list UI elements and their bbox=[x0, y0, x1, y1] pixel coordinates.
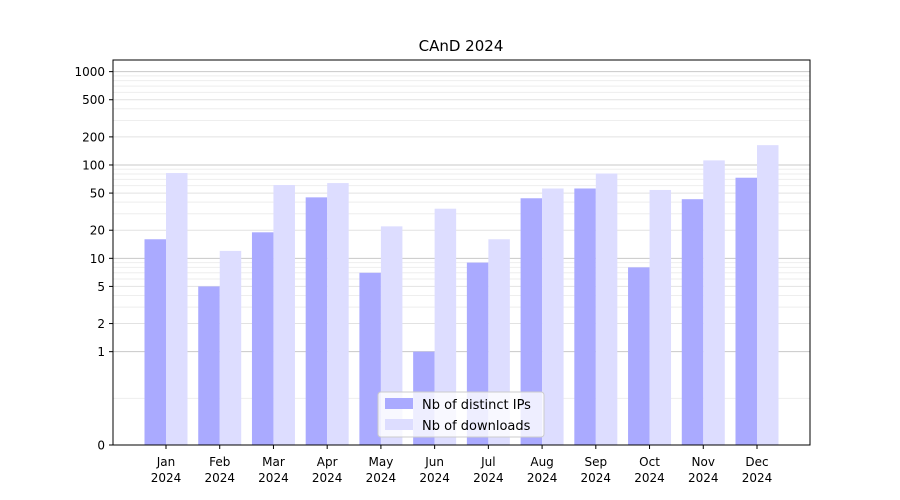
bar-distinct-ips bbox=[520, 198, 543, 445]
y-tick-label: 500 bbox=[82, 93, 105, 107]
bar-downloads bbox=[327, 183, 349, 446]
bar-downloads bbox=[380, 226, 403, 445]
y-axis: 0 1 2 5 10 20 50 100 200 500 1000 bbox=[74, 65, 113, 453]
x-tick-label-year: 2024 bbox=[366, 471, 397, 485]
bar-distinct-ips bbox=[198, 286, 220, 445]
bar-distinct-ips bbox=[251, 232, 274, 445]
bar-downloads bbox=[219, 250, 242, 445]
x-tick-label-month: Mar bbox=[262, 455, 285, 469]
x-tick-label-year: 2024 bbox=[419, 471, 450, 485]
bar-distinct-ips bbox=[628, 267, 650, 445]
x-tick-label-year: 2024 bbox=[688, 471, 719, 485]
x-tick-label-month: Oct bbox=[639, 455, 660, 469]
y-tick-label: 20 bbox=[90, 224, 105, 238]
legend-label-distinct-ips: Nb of distinct IPs bbox=[422, 398, 531, 413]
x-tick-label-year: 2024 bbox=[742, 471, 773, 485]
x-tick-label-year: 2024 bbox=[312, 471, 343, 485]
x-tick-label-year: 2024 bbox=[151, 471, 182, 485]
x-tick-label-year: 2024 bbox=[634, 471, 665, 485]
bar-distinct-ips bbox=[735, 177, 757, 445]
plot-area-frame bbox=[112, 59, 811, 446]
chart-title: CAnD 2024 bbox=[419, 37, 504, 55]
x-tick-label-month: Feb bbox=[209, 455, 230, 469]
bar-downloads bbox=[757, 145, 779, 445]
x-tick-label-month: Jun bbox=[424, 455, 444, 469]
y-tick-label: 1000 bbox=[74, 65, 105, 79]
x-tick-label-year: 2024 bbox=[581, 471, 612, 485]
x-tick-label-month: Sep bbox=[585, 455, 608, 469]
y-tick-label: 2 bbox=[97, 317, 105, 331]
x-tick-label-year: 2024 bbox=[473, 471, 504, 485]
x-tick-label-month: Apr bbox=[317, 455, 338, 469]
legend: Nb of distinct IPs Nb of downloads bbox=[377, 391, 545, 438]
bar-distinct-ips bbox=[574, 188, 596, 445]
legend-swatch-distinct-ips bbox=[385, 398, 413, 409]
x-tick-label-month: Jan bbox=[156, 455, 176, 469]
x-tick-label-month: Nov bbox=[692, 455, 715, 469]
legend-box bbox=[377, 391, 545, 438]
y-tick-label: 5 bbox=[97, 280, 105, 294]
x-tick-label-year: 2024 bbox=[527, 471, 558, 485]
bar-distinct-ips bbox=[359, 272, 381, 445]
legend-label-downloads: Nb of downloads bbox=[422, 419, 531, 434]
bar-downloads bbox=[649, 189, 672, 445]
x-tick-label-year: 2024 bbox=[204, 471, 235, 485]
bar-distinct-ips bbox=[144, 239, 166, 445]
y-tick-label: 0 bbox=[97, 439, 105, 453]
bar-downloads bbox=[166, 173, 188, 445]
x-axis: Jan 2024 Feb 2024 Mar 2024 Apr 2024 May 2024 Jun 20… bbox=[151, 445, 773, 485]
y-tick-label: 1 bbox=[97, 345, 105, 359]
x-tick-label-month: Jul bbox=[480, 455, 495, 469]
bar-downloads bbox=[703, 160, 725, 445]
bar-downloads bbox=[434, 208, 457, 445]
legend-swatch-downloads bbox=[385, 419, 413, 430]
bar-distinct-ips bbox=[681, 199, 704, 445]
y-tick-label: 10 bbox=[90, 252, 105, 266]
bar-downloads bbox=[542, 188, 564, 445]
y-tick-label: 50 bbox=[90, 187, 105, 201]
x-tick-label-month: Dec bbox=[745, 455, 768, 469]
y-tick-label: 100 bbox=[82, 158, 105, 172]
bar-distinct-ips bbox=[305, 197, 328, 445]
y-tick-label: 200 bbox=[82, 130, 105, 144]
x-tick-label-year: 2024 bbox=[258, 471, 289, 485]
bar-downloads bbox=[273, 185, 295, 445]
bar-downloads bbox=[595, 173, 618, 446]
x-tick-label-month: May bbox=[369, 455, 394, 469]
x-tick-label-month: Aug bbox=[530, 455, 553, 469]
